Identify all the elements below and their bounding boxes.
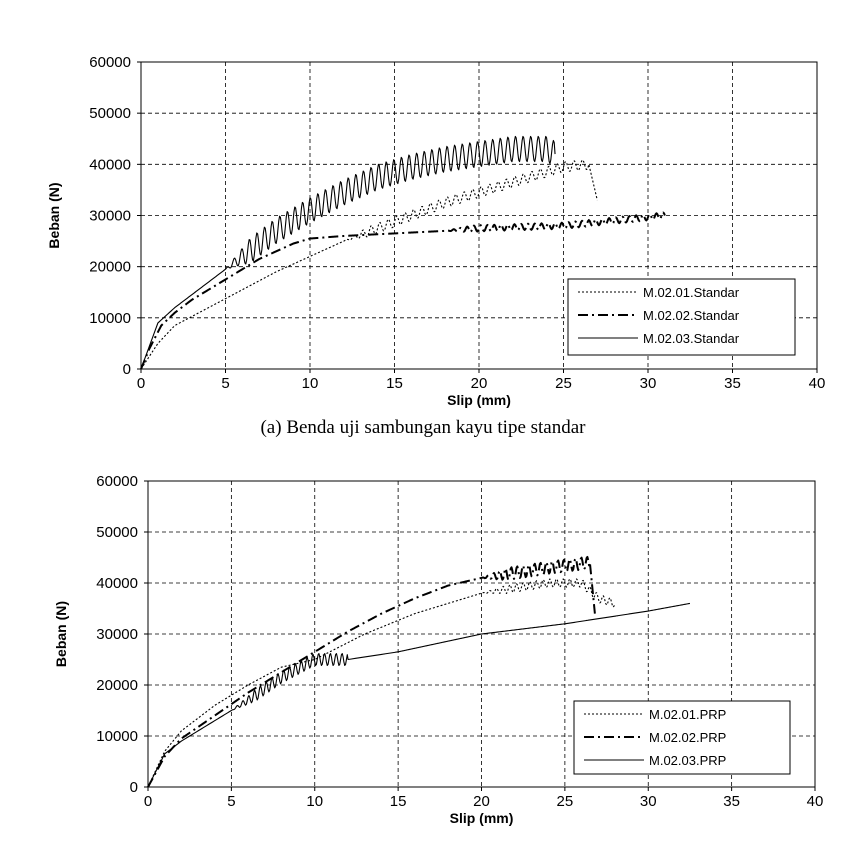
y-axis-label: Beban (N) <box>53 601 69 667</box>
series-line-2 <box>140 211 666 370</box>
x-tick-label: 40 <box>809 375 826 392</box>
series-line-3 <box>140 135 556 370</box>
x-tick-label: 35 <box>724 375 741 392</box>
series-line-1 <box>147 578 616 788</box>
y-tick-label: 30000 <box>96 626 138 643</box>
x-tick-label: 35 <box>723 793 740 810</box>
y-tick-label: 20000 <box>89 259 131 276</box>
y-tick-label: 50000 <box>89 105 131 122</box>
tick-labels: 0 5 10 15 20 25 30 35 40 0 10000 20000 30000 40000 500… <box>89 54 825 392</box>
x-tick-label: 30 <box>640 793 657 810</box>
x-tick-label: 0 <box>137 375 145 392</box>
x-axis-label: Slip (mm) <box>450 810 514 826</box>
series-line-2 <box>147 555 596 788</box>
x-tick-label: 0 <box>144 793 152 810</box>
x-tick-label: 40 <box>807 793 824 810</box>
legend-label-3: M.02.03.Standar <box>643 331 740 346</box>
legend-label-2: M.02.02.PRP <box>649 730 726 745</box>
y-tick-label: 20000 <box>96 677 138 694</box>
y-tick-label: 30000 <box>89 208 131 225</box>
series-line-3 <box>147 602 691 788</box>
y-tick-label: 60000 <box>89 54 131 71</box>
x-tick-label: 5 <box>227 793 235 810</box>
legend: M.02.01.PRP M.02.02.PRP M.02.03.PRP <box>573 700 791 775</box>
figure-caption: (a) Benda uji sambungan kayu tipe standa… <box>260 417 586 438</box>
legend-label-3: M.02.03.PRP <box>649 753 726 768</box>
y-tick-label: 0 <box>130 779 138 796</box>
series-line-1 <box>140 159 598 370</box>
x-tick-label: 20 <box>471 375 488 392</box>
y-axis-label: Beban (N) <box>46 182 62 248</box>
y-tick-label: 50000 <box>96 524 138 541</box>
y-tick-label: 40000 <box>96 575 138 592</box>
y-tick-label: 0 <box>123 361 131 378</box>
chart-standar: 0 5 10 15 20 25 30 35 40 0 10000 20000 30000 40000 500… <box>46 54 825 408</box>
x-tick-label: 15 <box>390 793 407 810</box>
x-tick-label: 10 <box>302 375 319 392</box>
y-tick-label: 40000 <box>89 156 131 173</box>
x-axis-label: Slip (mm) <box>447 392 511 408</box>
x-tick-label: 20 <box>473 793 490 810</box>
x-tick-label: 5 <box>221 375 229 392</box>
x-tick-label: 25 <box>555 375 572 392</box>
legend-label-1: M.02.01.PRP <box>649 707 726 722</box>
legend-box <box>567 278 796 356</box>
y-tick-label: 10000 <box>96 728 138 745</box>
y-tick-label: 60000 <box>96 473 138 490</box>
x-tick-label: 25 <box>557 793 574 810</box>
tick-labels: 0 5 10 15 20 25 30 35 40 0 10000 20000 30000 40000 500… <box>96 473 823 810</box>
series-group <box>147 555 691 788</box>
x-tick-label: 30 <box>640 375 657 392</box>
y-tick-label: 10000 <box>89 310 131 327</box>
x-tick-label: 15 <box>386 375 403 392</box>
x-tick-label: 10 <box>306 793 323 810</box>
legend-label-2: M.02.02.Standar <box>643 308 740 323</box>
legend: M.02.01.Standar M.02.02.Standar M.02.03.… <box>567 278 796 356</box>
chart-prp: 0 5 10 15 20 25 30 35 40 0 10000 20000 30000 40000 500… <box>53 473 823 826</box>
series-group <box>140 135 666 370</box>
legend-label-1: M.02.01.Standar <box>643 285 740 300</box>
